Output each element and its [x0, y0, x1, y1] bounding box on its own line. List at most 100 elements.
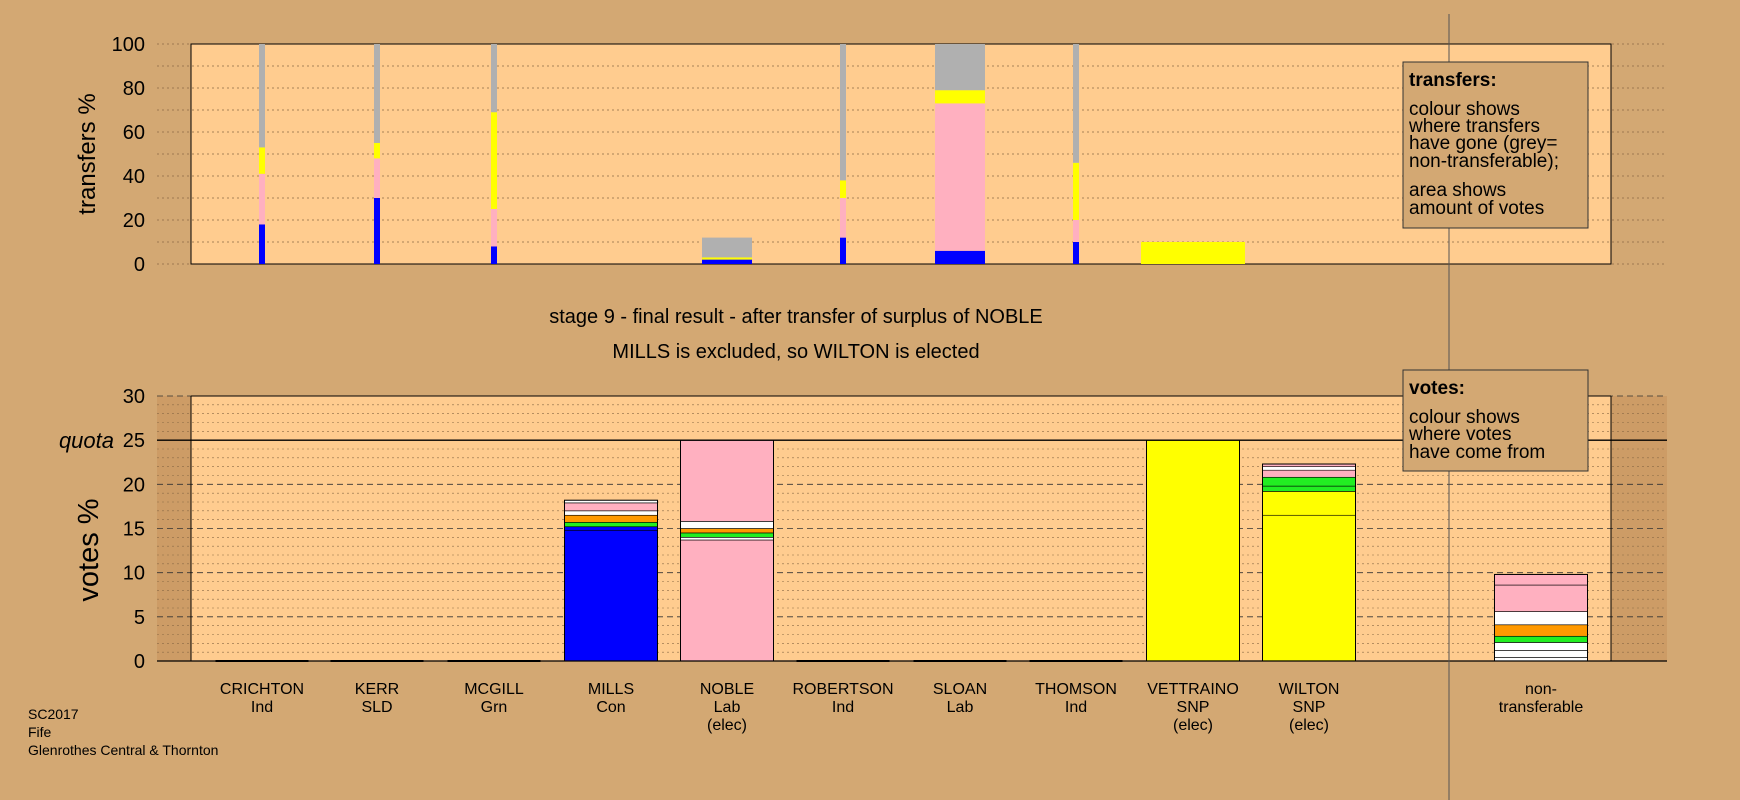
votes-legend-box: [1402, 369, 1589, 472]
votes-y-tick-label: 20: [123, 474, 145, 496]
candidate-label: SLD: [361, 699, 392, 716]
transfer-bar-segment: [491, 209, 497, 247]
transfer-bar-segment: [491, 112, 497, 209]
transfers-legend-line: non-transferable);: [1409, 151, 1559, 172]
candidate-label: Ind: [1065, 699, 1087, 716]
transfer-bar-segment: [374, 158, 380, 198]
transfers-legend: transfers: colour shows where transfers …: [1402, 61, 1589, 229]
transfer-bar-segment: [1073, 220, 1079, 242]
candidate-label: (elec): [707, 717, 747, 734]
votes-legend-title: votes:: [1409, 378, 1465, 399]
transfer-bar-segment: [702, 257, 752, 260]
vote-bar-segment: [1494, 635, 1588, 643]
candidate-label: (elec): [1289, 717, 1329, 734]
votes-y-tick-label: 5: [134, 607, 145, 629]
candidate-label: CRICHTON: [220, 681, 304, 698]
transfers-y-tick-label: 100: [112, 34, 145, 56]
vote-bar-segment: [1262, 476, 1356, 487]
footer-ward: Glenrothes Central & Thornton: [28, 742, 218, 758]
candidate-label: Con: [596, 699, 625, 716]
transfers-y-tick-label: 0: [134, 254, 145, 276]
candidate-label: Ind: [832, 699, 854, 716]
transfer-bar-segment: [935, 250, 985, 264]
stage-title: stage 9 - final result - after transfer …: [549, 306, 1043, 328]
votes-category-labels: CRICHTONIndKERRSLDMCGILLGrnMILLSConNOBLE…: [220, 681, 1583, 734]
candidate-label: (elec): [1173, 717, 1213, 734]
votes-bars: [215, 439, 1588, 662]
transfer-bar-segment: [491, 44, 497, 113]
votes-y-tick-label: 25: [123, 430, 145, 452]
vote-bar-segment: [680, 537, 774, 541]
transfers-y-ticks: 0 20 40 60 80 100: [112, 34, 145, 276]
transfer-bar-segment: [259, 224, 265, 264]
votes-y-tick-label: 30: [123, 386, 145, 408]
vote-bar-segment: [1494, 584, 1588, 612]
candidate-label: transferable: [1499, 699, 1584, 716]
transfer-bar-segment: [935, 44, 985, 91]
vote-bar-segment: [1494, 624, 1588, 637]
transfers-plot-border: [190, 43, 1612, 265]
transfers-bars: [259, 44, 1245, 264]
candidate-label: SNP: [1293, 699, 1326, 716]
transfer-bar-segment: [702, 237, 752, 258]
vote-bar-segment: [680, 532, 774, 538]
footer-council: Fife: [28, 724, 52, 740]
candidate-label: SNP: [1177, 699, 1210, 716]
vote-bar-segment: [1262, 469, 1356, 478]
transfers-legend-line: area shows: [1409, 180, 1506, 201]
transfer-bar-segment: [259, 173, 265, 225]
transfer-bar-segment: [259, 147, 265, 174]
vote-bar-segment: [564, 529, 658, 662]
votes-y-tick-label: 0: [134, 651, 145, 673]
transfer-bar-segment: [1073, 44, 1079, 163]
transfers-y-tick-label: 40: [123, 166, 145, 188]
transfer-bar-segment: [935, 90, 985, 104]
vote-bar-segment: [1262, 485, 1356, 492]
votes-legend-line: where votes: [1408, 424, 1511, 445]
transfers-y-tick-label: 60: [123, 122, 145, 144]
vote-bar-segment: [564, 526, 658, 531]
candidate-label: SLOAN: [933, 681, 987, 698]
transfer-bar-segment: [840, 198, 846, 238]
candidate-label: VETTRAINO: [1147, 681, 1239, 698]
candidate-label: Grn: [481, 699, 508, 716]
candidate-label: non-: [1525, 681, 1557, 698]
candidate-label: Lab: [714, 699, 741, 716]
transfers-legend-line: colour shows: [1409, 99, 1520, 120]
votes-legend: votes: colour shows where votes have com…: [1402, 369, 1589, 472]
quota-label: quota: [59, 428, 114, 453]
vote-bar-segment: [1262, 491, 1356, 516]
footer: SC2017 Fife Glenrothes Central & Thornto…: [28, 706, 218, 758]
transfers-panel: 0 20 40 60 80 100 transfers %: [74, 34, 1667, 276]
candidate-label: KERR: [355, 681, 399, 698]
candidate-label: MCGILL: [464, 681, 524, 698]
transfers-legend-line: amount of votes: [1409, 198, 1544, 219]
vote-bar-segment: [680, 539, 774, 662]
transfer-bar-segment: [1073, 242, 1079, 264]
vote-bar-segment: [680, 521, 774, 529]
votes-y-tick-label: 15: [123, 519, 145, 541]
vote-bar-segment: [564, 514, 658, 523]
vote-bar-segment: [1262, 514, 1356, 662]
votes-y-tick-label: 10: [123, 563, 145, 585]
vote-bar-segment: [680, 528, 774, 534]
transfers-legend-box: [1402, 61, 1589, 229]
transfer-bar-segment: [840, 237, 846, 264]
vote-bar-segment: [1262, 466, 1356, 471]
transfer-bar-segment: [259, 44, 265, 148]
vote-bar-segment: [1494, 611, 1588, 626]
votes-y-ticks: 0 5 10 15 20 25 30: [123, 386, 145, 673]
transfers-legend-line: where transfers: [1408, 116, 1540, 137]
candidate-label: ROBERTSON: [792, 681, 893, 698]
votes-legend-line: have come from: [1409, 442, 1545, 463]
transfer-bar-segment: [840, 44, 846, 181]
transfer-bar-segment: [491, 246, 497, 264]
votes-y-axis-label: votes %: [73, 498, 105, 601]
footer-election: SC2017: [28, 706, 79, 722]
transfers-y-axis-label: transfers %: [74, 93, 101, 214]
transfer-bar-segment: [935, 103, 985, 251]
vote-bar-segment: [564, 522, 658, 528]
vote-bar-segment: [1494, 642, 1588, 651]
vote-bar-segment: [1494, 574, 1588, 586]
